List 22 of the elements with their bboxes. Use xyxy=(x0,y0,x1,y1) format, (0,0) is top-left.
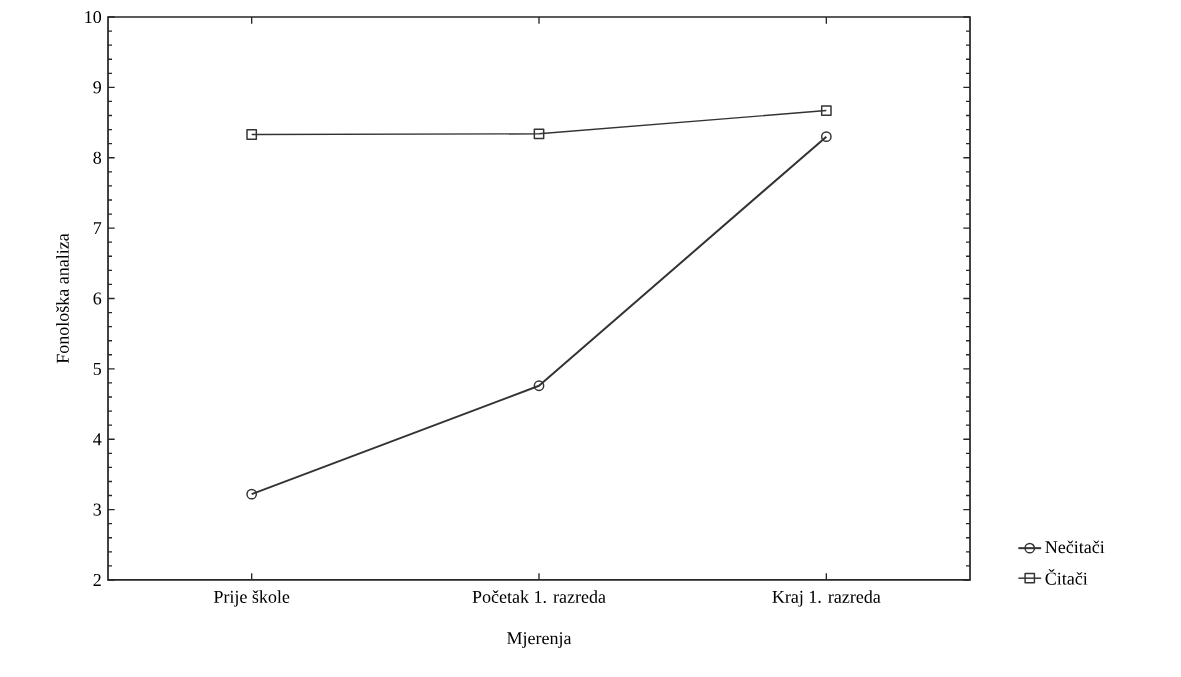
point xyxy=(533,128,545,140)
point xyxy=(820,131,832,143)
y-tick-label: 10 xyxy=(85,10,102,24)
y-axis-title: Fonološka analiza xyxy=(56,233,69,364)
legend-label: Nečitači xyxy=(1045,540,1105,554)
y-tick-label: 6 xyxy=(93,292,102,305)
y-tick-label: 8 xyxy=(93,151,102,164)
x-axis-title: Mjerenja xyxy=(507,632,572,648)
legend-label: Čitači xyxy=(1045,569,1088,585)
y-tick-label: 2 xyxy=(93,574,101,586)
point xyxy=(533,380,545,392)
y-tick-label: 9 xyxy=(93,81,101,94)
x-tick-label: Kraj 1. razreda xyxy=(772,590,881,607)
point xyxy=(246,488,258,500)
y-tick-label: 5 xyxy=(93,362,102,375)
x-tick-label: Prije škole xyxy=(213,590,290,607)
y-tick-label: 3 xyxy=(93,503,102,516)
y-tick-label: 4 xyxy=(93,433,102,446)
point xyxy=(246,129,258,140)
point xyxy=(820,105,832,116)
x-tick-label: Početak 1. razreda xyxy=(472,590,606,604)
y-tick-label: 7 xyxy=(93,222,102,235)
